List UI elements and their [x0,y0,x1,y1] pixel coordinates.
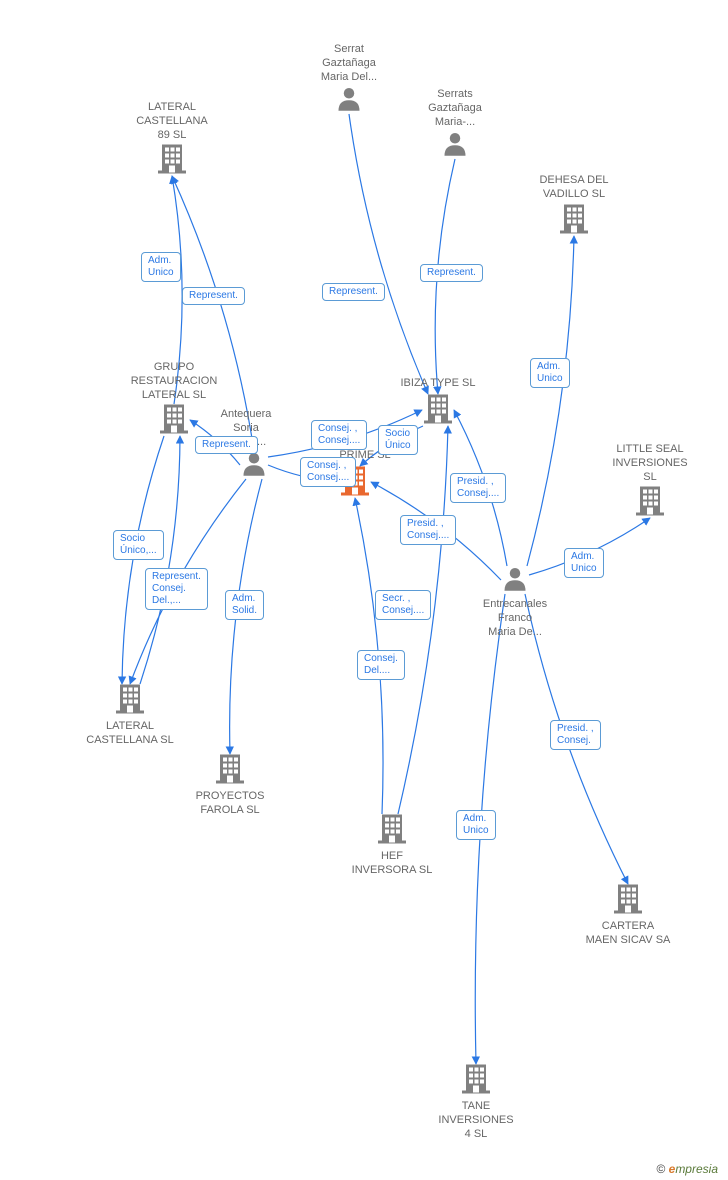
edge-serrat-ibiza [349,114,428,394]
footer-credit: © empresia [656,1162,718,1176]
edge-label-serrat-ibiza: Represent. [322,283,385,301]
edge-label-antequera-ibiza: Consej. , Consej.... [311,420,367,450]
node-label-proyectos: PROYECTOS FAROLA SL [196,790,265,818]
node-label-littleseal: LITTLE SEAL INVERSIONES SL [612,443,687,484]
edge-hef-ibiza [398,426,448,814]
node-entrecanales-person-icon[interactable] [501,565,529,596]
node-serrat-person-icon[interactable] [335,85,363,116]
diagram-canvas [0,0,728,1180]
node-label-lateral89: LATERAL CASTELLANA 89 SL [136,101,208,142]
node-label-cartera: CARTERA MAEN SICAV SA [586,920,671,948]
edge-label-antequera-proyectos: Adm. Solid. [225,590,264,620]
edge-label-serrats-ibiza: Represent. [420,264,483,282]
node-label-grupo: GRUPO RESTAURACION LATERAL SL [131,361,218,402]
edge-label-entrecanales-dehesa: Adm. Unico [530,358,570,388]
edge-label-grupo-lateralcast: Socio Único,... [113,530,164,560]
node-proyectos-building-icon[interactable] [214,753,246,788]
edge-label-entrecanales-prime: Presid. , Consej.... [400,515,456,545]
edge-label-hef-prime: Secr. , Consej.... [375,590,431,620]
node-lateral89-building-icon[interactable] [156,143,188,178]
brand-rest: mpresia [675,1162,718,1176]
edge-label-entrecanales-tane: Adm. Unico [456,810,496,840]
edge-label-entrecanales-ibiza: Presid. , Consej.... [450,473,506,503]
node-ibiza-building-icon[interactable] [422,393,454,428]
node-lateralcast-building-icon[interactable] [114,683,146,718]
node-label-dehesa: DEHESA DEL VADILLO SL [539,174,608,202]
edge-entrecanales-dehesa [527,236,574,566]
node-antequera-person-icon[interactable] [240,450,268,481]
edge-label-antequera-prime: Consej. , Consej.... [300,457,356,487]
node-label-tane: TANE INVERSIONES 4 SL [438,1100,513,1141]
edge-label-grupo-lateral89: Adm. Unico [141,252,181,282]
node-littleseal-building-icon[interactable] [634,485,666,520]
edge-label-antequera-grupo: Represent. [195,436,258,454]
node-label-lateralcast: LATERAL CASTELLANA SL [86,720,173,748]
edge-label-ibiza-prime: Socio Único [378,425,418,455]
edge-lateralcast-grupo [140,436,180,684]
node-cartera-building-icon[interactable] [612,883,644,918]
node-tane-building-icon[interactable] [460,1063,492,1098]
node-label-entrecanales: Entrecanales Franco Maria De... [483,598,547,639]
node-dehesa-building-icon[interactable] [558,203,590,238]
edge-label-entrecanales-cartera: Presid. , Consej. [550,720,601,750]
node-label-serrat: Serrat Gaztañaga Maria Del... [321,43,377,84]
edge-label-entrecanales-littleseal: Adm. Unico [564,548,604,578]
edge-label-hef-ibiza: Consej. Del.... [357,650,405,680]
node-label-serrats: Serrats Gaztañaga Maria-... [428,88,482,129]
node-label-ibiza: IBIZA TYPE SL [401,377,476,391]
edge-label-antequera-lateral89: Represent. [182,287,245,305]
edge-label-antequera-lateralcast: Represent. Consej. Del.,... [145,568,208,610]
node-label-hef: HEF INVERSORA SL [352,850,433,878]
node-serrats-person-icon[interactable] [441,130,469,161]
copyright-symbol: © [656,1162,665,1176]
edge-grupo-lateralcast [122,436,164,684]
node-hef-building-icon[interactable] [376,813,408,848]
node-grupo-building-icon[interactable] [158,403,190,438]
